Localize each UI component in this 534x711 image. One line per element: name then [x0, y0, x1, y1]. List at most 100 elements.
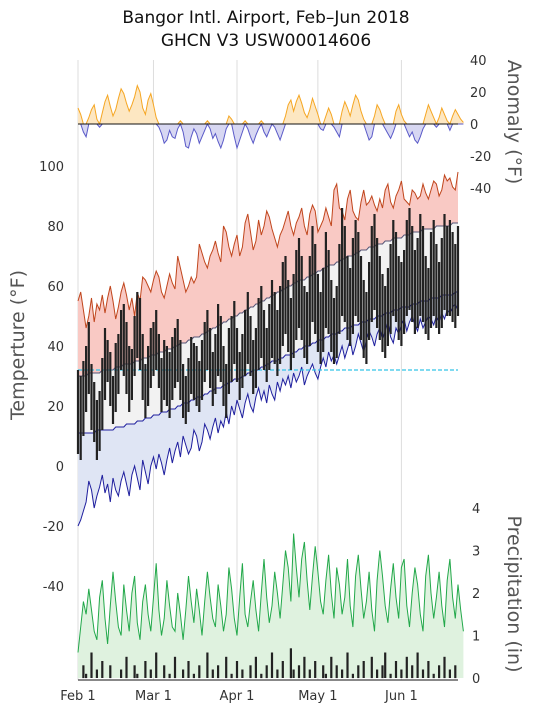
y-axis-title-temperature: Temperture (°F) [7, 270, 29, 421]
temperature-bar [416, 238, 419, 328]
precipitation-bar [260, 673, 263, 679]
precipitation-bar [198, 665, 201, 679]
temperature-bar [246, 292, 249, 364]
precipitation-line [77, 533, 464, 653]
temperature-bar [79, 376, 82, 460]
precipitation-bar [276, 669, 279, 678]
temperature-bar [260, 286, 263, 358]
precipitation-bar [376, 669, 379, 678]
temperature-bar [244, 310, 247, 376]
temperature-bar [206, 310, 209, 370]
precipitation-bar [192, 673, 195, 679]
temperature-bar [448, 220, 451, 316]
precipitation-bar [427, 661, 430, 678]
temperature-bar [114, 343, 117, 412]
temperature-bar [373, 214, 376, 310]
temperature-bar [149, 328, 152, 388]
anomaly-tick-label: 0 [470, 118, 478, 133]
precipitation-bar [173, 656, 177, 679]
anomaly-panel [77, 84, 464, 150]
temperature-bar [120, 310, 123, 370]
temperature-tick-label: 80 [47, 220, 64, 235]
precipitation-bar [400, 669, 403, 678]
precipitation-bar [241, 669, 244, 678]
temperature-bar [270, 280, 274, 358]
temperature-bar [443, 214, 446, 310]
precipitation-bar [416, 652, 419, 678]
temperature-bar [133, 316, 136, 376]
temperature-bar [354, 220, 357, 316]
anomaly-negative-fill [78, 124, 464, 148]
temperature-bar [335, 286, 338, 358]
temperature-bar [141, 334, 144, 400]
temperature-bar [85, 346, 88, 412]
precipitation-bar [448, 669, 451, 678]
temperature-bar [306, 292, 309, 364]
temperature-bar [90, 364, 93, 430]
precipitation-bar [405, 656, 408, 679]
temperature-bar [376, 238, 379, 328]
temperature-bar [173, 328, 177, 388]
temperature-bar [176, 319, 179, 382]
temperature-bar [87, 322, 90, 394]
precipitation-bar [90, 652, 93, 678]
precipitation-bar [370, 656, 373, 679]
temperature-bar [262, 310, 266, 370]
temperature-bar [319, 292, 322, 364]
temperature-bar [227, 328, 230, 394]
temperature-bar [182, 364, 185, 418]
precipitation-bar [292, 669, 295, 678]
precipitation-tick-label: 4 [472, 502, 480, 517]
temperature-bar [171, 337, 174, 400]
precipitation-panel [77, 533, 464, 679]
temperature-bar [268, 304, 271, 370]
precipitation-bar [297, 665, 301, 679]
precipitation-bar [211, 669, 214, 678]
precipitation-bar [125, 656, 128, 679]
temperature-bar [95, 400, 98, 460]
precipitation-bar [322, 665, 325, 679]
temperature-bar [128, 346, 131, 412]
precipitation-bar [432, 673, 435, 679]
precipitation-bar [411, 665, 414, 679]
precipitation-fill [78, 533, 464, 678]
precipitation-bar [144, 661, 147, 678]
temperature-bar [233, 301, 236, 364]
temperature-bar [147, 346, 150, 406]
x-tick-label: May 1 [298, 689, 337, 704]
precipitation-bar [265, 665, 268, 679]
precipitation-bar [443, 656, 446, 679]
temperature-bar [284, 256, 287, 334]
precipitation-bar [381, 665, 384, 679]
temperature-bar [314, 244, 317, 334]
temperature-bar [359, 256, 363, 340]
anomaly-tick-label: 20 [470, 86, 487, 101]
precipitation-tick-label: 2 [472, 587, 480, 602]
temperature-bar [82, 361, 85, 436]
temperature-bar [252, 340, 255, 394]
precipitation-bar [389, 673, 392, 679]
temperature-bar [265, 328, 268, 382]
temperature-bar [222, 346, 225, 406]
normal-high-line [78, 222, 458, 377]
temperature-bar [230, 316, 233, 382]
precipitation-bar [235, 661, 239, 678]
temperature-bar [386, 268, 389, 346]
temperature-bar [384, 286, 387, 358]
temperature-bar [297, 238, 301, 328]
temperature-bar [456, 226, 460, 316]
temperature-bar [168, 352, 171, 418]
temperature-bar [303, 286, 306, 358]
temperature-bar [254, 328, 257, 388]
precipitation-bar [314, 661, 317, 678]
record-high-line [77, 171, 459, 329]
temperature-bar [292, 274, 295, 358]
temperature-bar [219, 316, 222, 382]
precipitation-bar [163, 665, 166, 679]
chart-title-line-1: Bangor Intl. Airport, Feb–Jun 2018 [122, 8, 409, 28]
precipitation-tick-label: 3 [472, 545, 480, 560]
temperature-bar [257, 298, 260, 370]
precipitation-bar [362, 661, 365, 678]
temperature-bar [408, 208, 411, 310]
precipitation-bar [109, 665, 112, 679]
